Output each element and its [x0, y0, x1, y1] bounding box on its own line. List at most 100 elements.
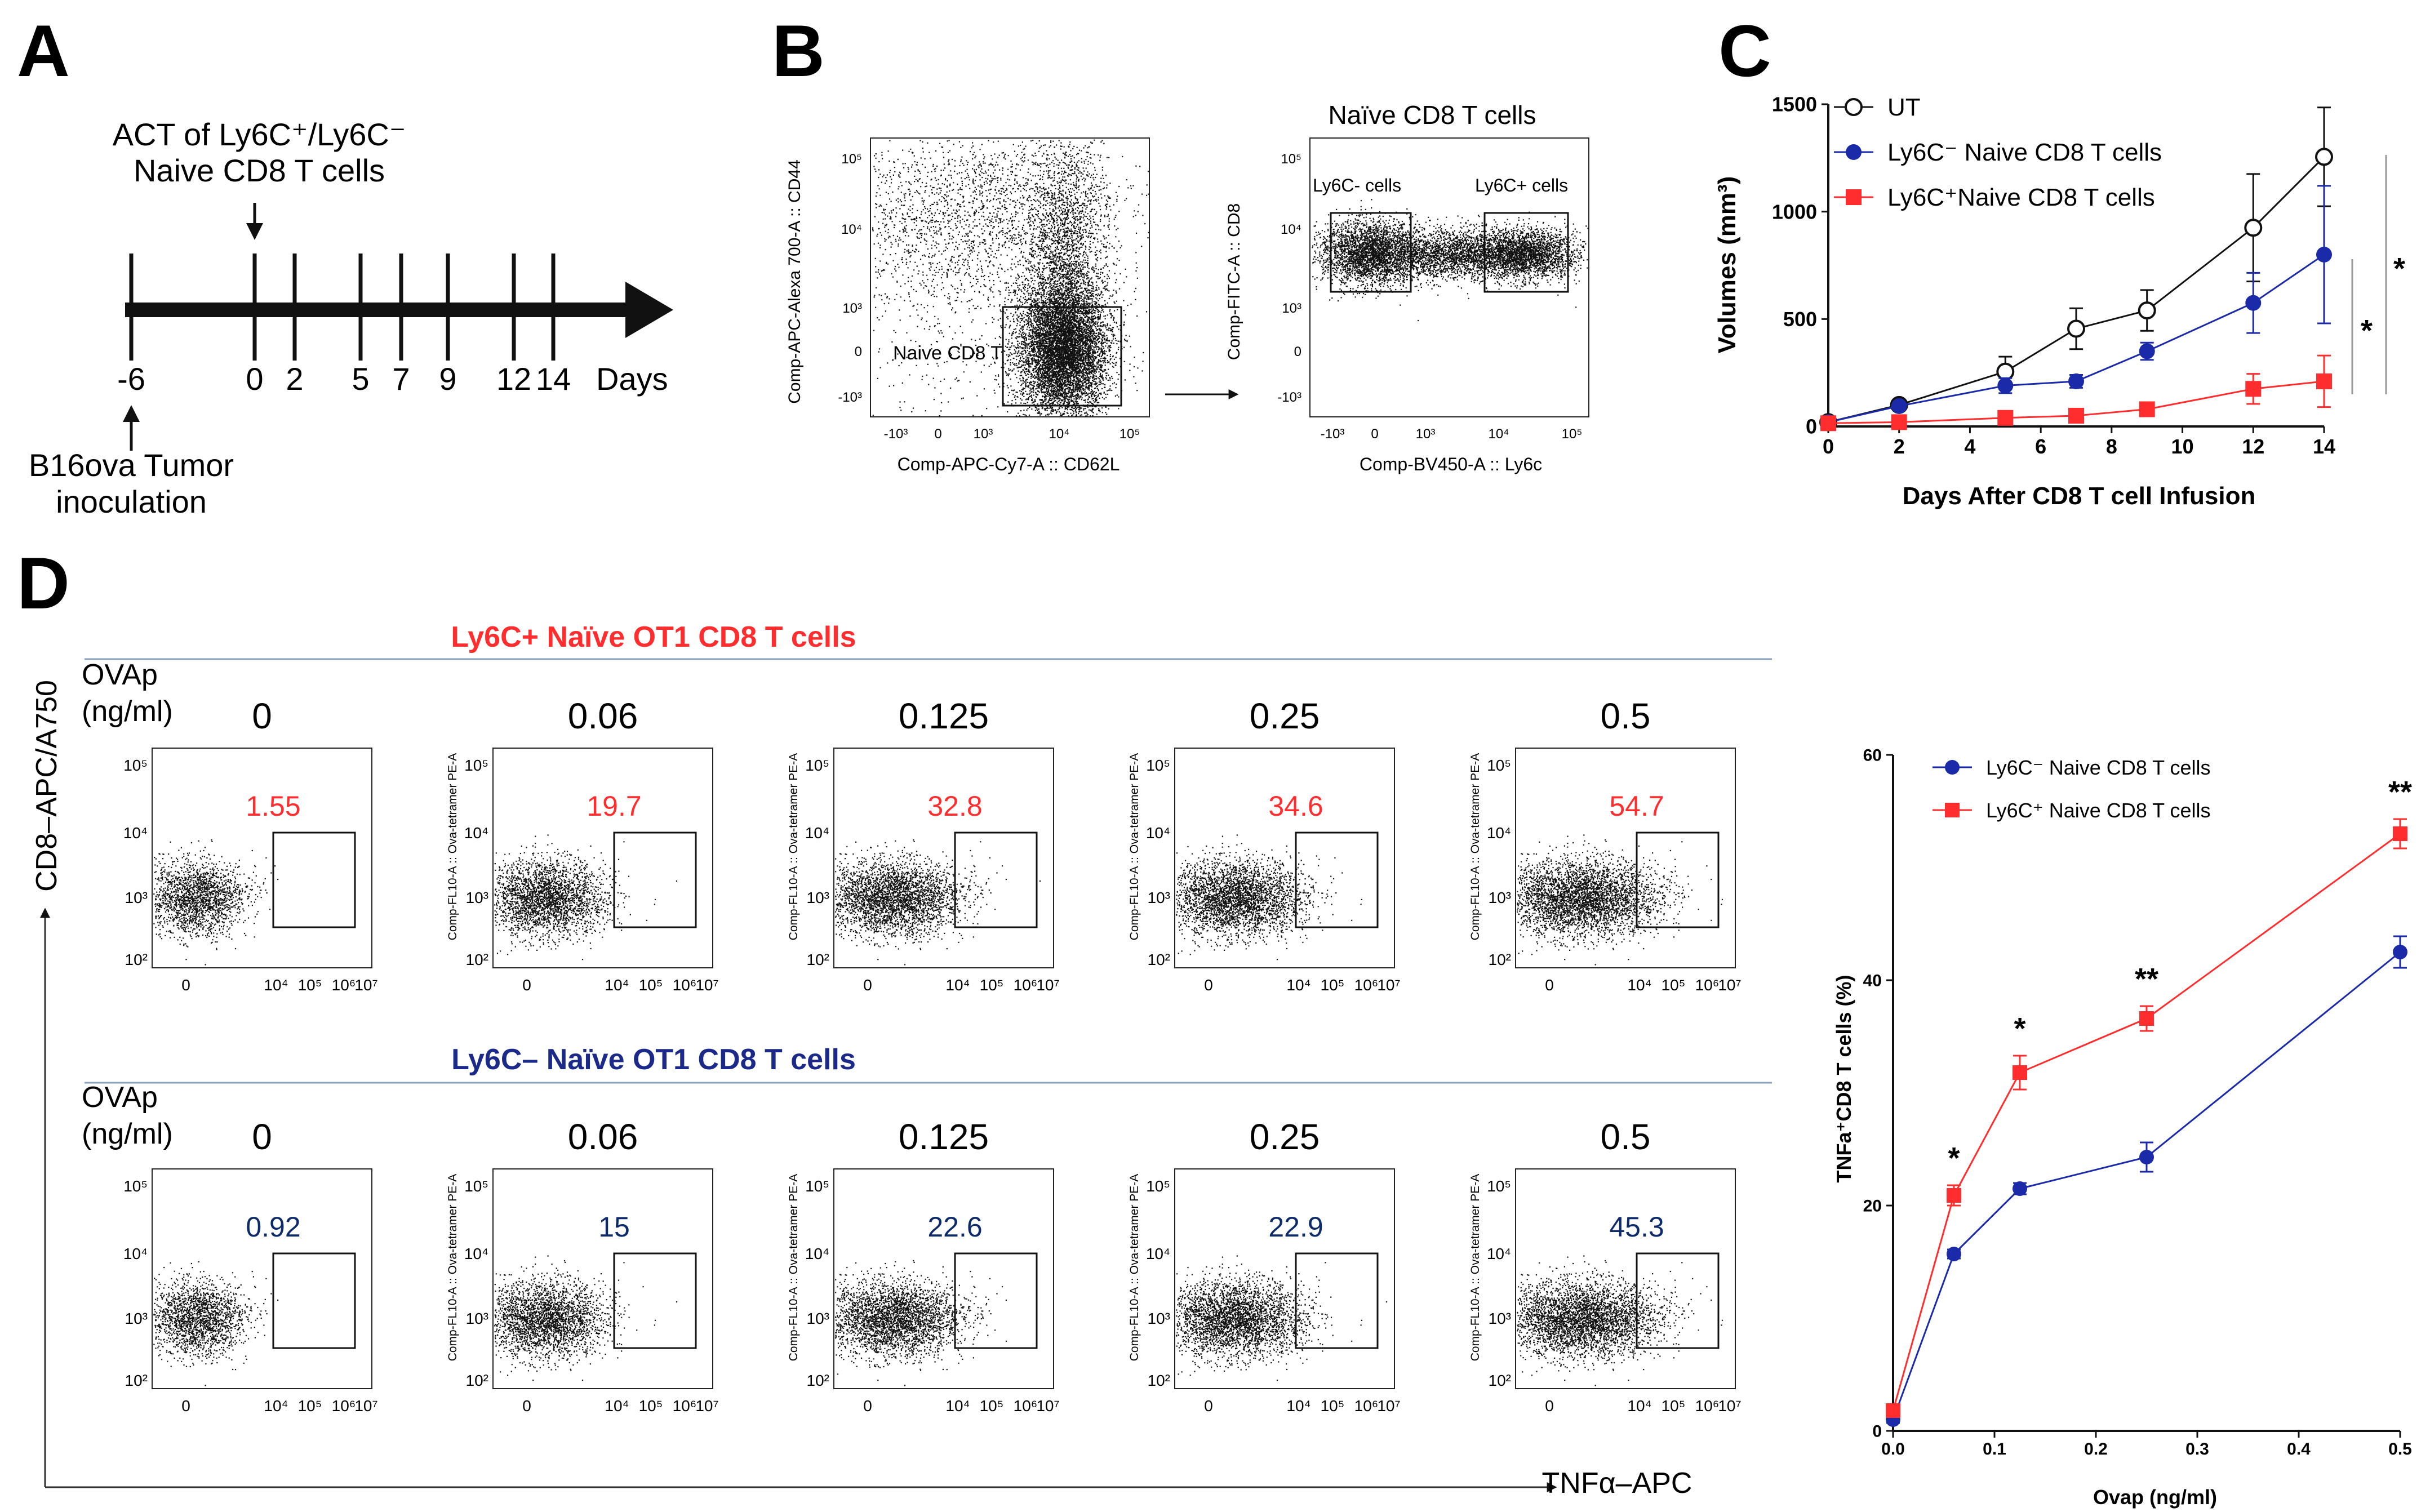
significance-star: *: [2361, 314, 2373, 348]
plot1-ytick: 10³: [842, 301, 862, 316]
facs-xtick: 10⁴: [1627, 976, 1651, 994]
legend-label: Ly6C⁻ Naive CD8 T cells: [1986, 756, 2210, 779]
legend-label: Ly6C⁺ Naive CD8 T cells: [1986, 799, 2210, 822]
facs-xtick: 10⁴: [945, 1397, 970, 1415]
facs-events: [1176, 834, 1362, 960]
data-point: [1886, 1403, 1900, 1418]
facs-xtick: 10⁶: [1014, 1397, 1038, 1415]
facs-xtick: 10⁵: [980, 1397, 1004, 1415]
data-point: [2245, 381, 2262, 397]
ly6c-positive-gate: [1483, 212, 1569, 293]
facs-xtick: 10⁷: [1377, 976, 1400, 994]
plot2-x-ticks: -10³ 0 10³ 10⁴ 10⁵: [1321, 426, 1583, 442]
data-point: [2139, 401, 2155, 417]
plot1-xtick: -10³: [884, 426, 908, 442]
data-point: [1891, 398, 1907, 414]
significance-star: *: [2014, 1012, 2025, 1046]
data-point: [2013, 1065, 2027, 1080]
ovap-concentration: 0.06: [568, 1117, 638, 1157]
plot2-ytick: -10³: [1277, 390, 1301, 405]
facs-ytick: 10³: [125, 889, 148, 906]
facs-frame: [492, 748, 713, 968]
facs-events: [1176, 1255, 1388, 1381]
facs-xtick: 10⁶: [1354, 1397, 1379, 1415]
series: [1886, 818, 2407, 1418]
facs-ytick: 10⁵: [805, 757, 829, 774]
facs-ytick: 10⁴: [1146, 824, 1170, 842]
data-point: [2244, 219, 2263, 237]
y-tick-label: 60: [1863, 746, 1882, 765]
inoculation-label-line2: inoculation: [56, 484, 207, 519]
y-tick-label: 500: [1783, 308, 1817, 331]
x-tick-label: 0.3: [2185, 1440, 2209, 1458]
timeline-ticks: -6 0 2 5 7 9 12 14: [117, 254, 571, 397]
legend-marker: [1945, 803, 1960, 817]
plot2-xtick: -10³: [1321, 426, 1345, 442]
timeline-tick-label: 7: [392, 361, 410, 397]
data-point: [2315, 148, 2333, 166]
plot2-x-label: Comp-BV450-A :: Ly6c: [1360, 454, 1542, 474]
facs-xtick: 0: [1545, 1397, 1554, 1415]
facs-ytick: 10³: [466, 889, 488, 906]
legend-label: UT: [1887, 94, 1921, 121]
timeline-tick-label: 5: [352, 361, 369, 397]
legend-marker: [1845, 98, 1863, 116]
data-point: [2139, 1150, 2154, 1164]
data-point: [2393, 826, 2407, 841]
gate-percentage: 19.7: [587, 790, 641, 822]
timeline-tick-label: -6: [117, 361, 145, 397]
cd8-ly6c-scatter: [1312, 199, 1589, 322]
facs-events: [494, 1255, 678, 1381]
y-tick-label: 1500: [1772, 93, 1817, 116]
chart-c-y-label: Volumes (mm³): [1713, 176, 1741, 354]
tnfa-positive-gate: [613, 831, 697, 928]
facs-xtick: 0: [181, 976, 190, 994]
facs-ytick: 10⁵: [1146, 1177, 1170, 1195]
ly6c-positive-cluster: [1447, 211, 1589, 308]
facs-xtick: 10⁶: [1695, 1397, 1720, 1415]
panel-d-letter: D: [17, 542, 70, 624]
facs-xtick: 10⁶: [1014, 976, 1038, 994]
facs-xtick: 0: [863, 1397, 872, 1415]
legend-marker: [1846, 189, 1862, 205]
significance-star: *: [2393, 252, 2405, 286]
legend-marker: [1945, 760, 1960, 775]
facs-xtick: 10⁴: [1627, 1397, 1651, 1415]
plot2-ytick: 0: [1294, 344, 1301, 359]
significance-star: **: [2388, 775, 2412, 809]
timeline-tick-label: 14: [536, 361, 571, 397]
plot2-ytick: 10⁵: [1281, 152, 1301, 167]
y-tick-label: 0: [1806, 415, 1817, 438]
facs-xtick: 10⁵: [298, 1397, 322, 1415]
facs-xtick: 10⁷: [1036, 1397, 1059, 1415]
plot2-y-label: Comp-FITC-A :: CD8: [1225, 203, 1243, 360]
facs-events: [835, 1260, 1007, 1386]
ovap-concentration: 0.125: [899, 1117, 989, 1157]
timeline-tick-label: 0: [246, 361, 263, 397]
ovap-concentration: 0.125: [899, 696, 989, 736]
plot2-ytick: 10⁴: [1281, 222, 1301, 237]
data-point: [1997, 410, 2014, 426]
plot2-y-ticks: 10⁵ 10⁴ 10³ 0 -10³: [1277, 152, 1301, 405]
data-point: [1947, 1188, 1961, 1203]
facs-y-label: Comp-FL10-A :: Ova-tetramer PE-A: [1128, 1174, 1141, 1362]
tnf-axis-label: TNFα–APC: [1542, 1467, 1692, 1500]
facs-events: [494, 834, 678, 960]
cd8-axis-label: CD8–APC/A750: [30, 680, 63, 892]
data-point: [2138, 301, 2156, 320]
facs-xtick: 10⁷: [354, 1397, 377, 1415]
tnfa-positive-gate: [1295, 831, 1379, 928]
data-point: [1947, 1247, 1961, 1261]
tnfa-positive-gate: [1636, 1252, 1720, 1349]
facs-xtick: 10⁷: [695, 976, 718, 994]
ovap-label-top-2: (ng/ml): [82, 695, 173, 728]
facs-xtick: 10⁷: [1718, 976, 1741, 994]
ovap-concentration: 0.06: [568, 696, 638, 736]
cd62l-tail-cluster: [1003, 140, 1137, 416]
facs-ytick: 10³: [466, 1310, 488, 1327]
naive-cd8-gate-label: Naive CD8 T: [893, 343, 1002, 364]
